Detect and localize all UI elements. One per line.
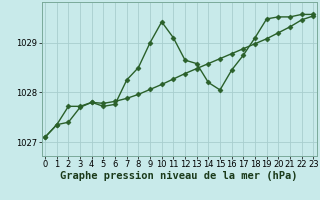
X-axis label: Graphe pression niveau de la mer (hPa): Graphe pression niveau de la mer (hPa) <box>60 171 298 181</box>
